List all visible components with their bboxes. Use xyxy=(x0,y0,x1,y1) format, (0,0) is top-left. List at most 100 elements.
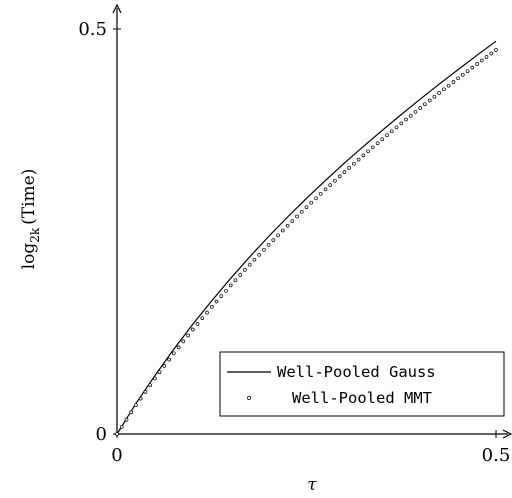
series-point-mmt xyxy=(228,283,233,288)
y-axis-title-log: log xyxy=(19,243,39,270)
series-point-mmt xyxy=(280,228,285,233)
series-point-mmt xyxy=(138,396,143,401)
series-point-mmt xyxy=(205,310,209,315)
x-axis-title: τ xyxy=(307,475,317,495)
series-point-mmt xyxy=(153,376,157,381)
series-point-mmt xyxy=(352,161,356,166)
series-point-mmt xyxy=(167,357,171,362)
series-point-mmt xyxy=(356,157,361,162)
series-point-mmt xyxy=(176,345,181,350)
series-point-mmt xyxy=(295,214,299,219)
series-point-mmt xyxy=(162,364,167,368)
series-point-mmt xyxy=(214,299,219,304)
series-markers-mmt xyxy=(115,48,498,436)
series-point-mmt xyxy=(413,109,418,114)
series-point-mmt xyxy=(333,178,337,183)
y-axis-title-rest: (Time) xyxy=(19,169,39,225)
series-point-mmt xyxy=(465,69,470,74)
series-point-mmt xyxy=(247,262,252,267)
series-point-mmt xyxy=(195,322,200,326)
series-point-mmt xyxy=(470,65,475,70)
series-layer xyxy=(115,40,498,436)
series-point-mmt xyxy=(299,209,304,214)
series-point-mmt xyxy=(318,191,323,196)
series-point-mmt xyxy=(304,205,309,210)
series-point-mmt xyxy=(404,117,408,122)
series-point-mmt xyxy=(385,133,389,138)
series-point-mmt xyxy=(200,316,205,321)
series-point-mmt xyxy=(370,145,375,150)
legend-label-gauss: Well-Pooled Gauss xyxy=(277,363,436,381)
series-point-mmt xyxy=(366,149,370,154)
series-point-mmt xyxy=(129,410,134,415)
series-point-mmt xyxy=(124,417,129,422)
series-point-mmt xyxy=(432,94,437,99)
legend-label-mmt: Well-Pooled MMT xyxy=(292,389,432,407)
series-point-mmt xyxy=(375,141,380,146)
series-point-mmt xyxy=(252,257,257,262)
axes xyxy=(112,3,512,439)
ticks: 0 0.5 0 0.5 xyxy=(78,19,510,466)
series-point-mmt xyxy=(119,424,124,429)
series-point-mmt xyxy=(328,183,333,187)
series-point-mmt xyxy=(361,153,366,158)
series-point-mmt xyxy=(148,383,153,388)
series-point-mmt xyxy=(181,339,186,344)
series-point-mmt xyxy=(446,83,451,88)
series-point-mmt xyxy=(408,113,413,118)
series-point-mmt xyxy=(460,72,465,77)
series-point-mmt xyxy=(423,102,427,107)
series-point-mmt xyxy=(456,76,460,81)
series-point-mmt xyxy=(233,278,238,283)
series-point-mmt xyxy=(115,432,119,436)
series-point-mmt xyxy=(442,87,446,92)
series-point-mmt xyxy=(479,58,484,63)
series-point-mmt xyxy=(186,333,190,338)
x-axis-arrow xyxy=(502,429,512,439)
series-point-mmt xyxy=(238,273,243,277)
series-point-mmt xyxy=(266,243,271,247)
series-point-mmt xyxy=(171,351,176,356)
series-point-mmt xyxy=(389,129,394,134)
series-point-mmt xyxy=(309,200,314,205)
y-tick-label: 0.5 xyxy=(78,19,107,40)
series-point-mmt xyxy=(347,166,351,170)
series-point-mmt xyxy=(219,294,224,298)
series-point-mmt xyxy=(190,327,195,332)
series-point-mmt xyxy=(157,370,162,375)
series-point-mmt xyxy=(134,403,138,408)
series-point-mmt xyxy=(262,247,266,252)
series-point-mmt xyxy=(484,55,489,59)
series-point-mmt xyxy=(399,121,404,126)
y-tick-label: 0 xyxy=(96,424,107,445)
x-tick-label: 0 xyxy=(111,445,122,466)
series-point-mmt xyxy=(437,91,441,95)
series-point-mmt xyxy=(451,80,456,84)
y-axis-title: log2k (Time) xyxy=(19,169,42,270)
y-axis-title-subscript: 2k xyxy=(28,227,42,243)
series-point-mmt xyxy=(271,238,276,242)
series-point-mmt xyxy=(494,48,498,52)
series-point-mmt xyxy=(314,196,318,201)
series-point-mmt xyxy=(323,187,328,192)
series-point-mmt xyxy=(257,252,261,257)
series-point-mmt xyxy=(285,223,290,228)
series-point-mmt xyxy=(475,62,479,66)
series-line-gauss xyxy=(116,40,497,435)
series-point-mmt xyxy=(243,268,247,272)
series-point-mmt xyxy=(209,305,214,309)
series-point-mmt xyxy=(337,174,342,179)
svg-text:log2k(Time): log2k (Time) xyxy=(19,169,42,270)
series-point-mmt xyxy=(394,125,399,130)
series-point-mmt xyxy=(290,219,295,223)
x-tick-label: 0.5 xyxy=(482,445,511,466)
series-point-mmt xyxy=(224,288,228,293)
series-point-mmt xyxy=(342,170,347,174)
series-point-mmt xyxy=(489,51,494,56)
series-point-mmt xyxy=(143,390,148,394)
series-point-mmt xyxy=(276,233,280,238)
legend-swatch-mmt xyxy=(247,396,251,400)
legend-box xyxy=(219,351,505,417)
y-axis-arrow xyxy=(112,3,122,14)
